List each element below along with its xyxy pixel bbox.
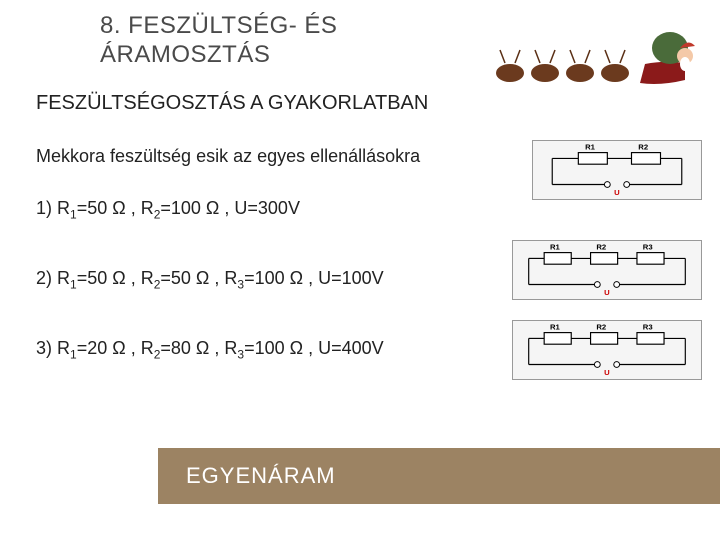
svg-text:R3: R3 — [643, 323, 654, 332]
question-text: Mekkora feszültség esik az egyes ellenál… — [36, 146, 420, 167]
title-line-1: 8. FESZÜLTSÉG- ÉS — [100, 12, 337, 39]
santa-decoration — [470, 8, 710, 98]
svg-text:R3: R3 — [643, 243, 654, 252]
problem-2: 2) R1=50 Ω , R2=50 Ω , R3=100 Ω , U=100V — [36, 268, 384, 292]
footer-bar: EGYENÁRAM — [158, 448, 720, 504]
svg-text:U: U — [604, 368, 610, 377]
problem-3: 3) R1=20 Ω , R2=80 Ω , R3=100 Ω , U=400V — [36, 338, 384, 362]
svg-text:R2: R2 — [596, 323, 606, 332]
circuit-diagram-3: R1 R2 R3 U — [512, 320, 702, 380]
svg-text:R1: R1 — [550, 323, 561, 332]
svg-text:R1: R1 — [550, 243, 561, 252]
circuit-diagram-2: R1 R2 R3 U — [512, 240, 702, 300]
problem-1: 1) R1=50 Ω , R2=100 Ω , U=300V — [36, 198, 300, 222]
svg-text:R2: R2 — [638, 143, 648, 152]
svg-text:R2: R2 — [596, 243, 606, 252]
svg-text:R1: R1 — [585, 143, 596, 152]
slide-title: 8. FESZÜLTSÉG- ÉS ÁRAMOSZTÁS — [100, 12, 337, 70]
circuit-diagram-1: R1 R2 U — [532, 140, 702, 200]
section-subtitle: FESZÜLTSÉGOSZTÁS A GYAKORLATBAN — [36, 92, 428, 115]
svg-text:U: U — [604, 288, 610, 297]
title-line-2: ÁRAMOSZTÁS — [100, 41, 270, 68]
slide: 8. FESZÜLTSÉG- ÉS ÁRAMOSZTÁS — [0, 0, 720, 540]
footer-text: EGYENÁRAM — [186, 463, 336, 489]
svg-text:U: U — [614, 188, 620, 197]
